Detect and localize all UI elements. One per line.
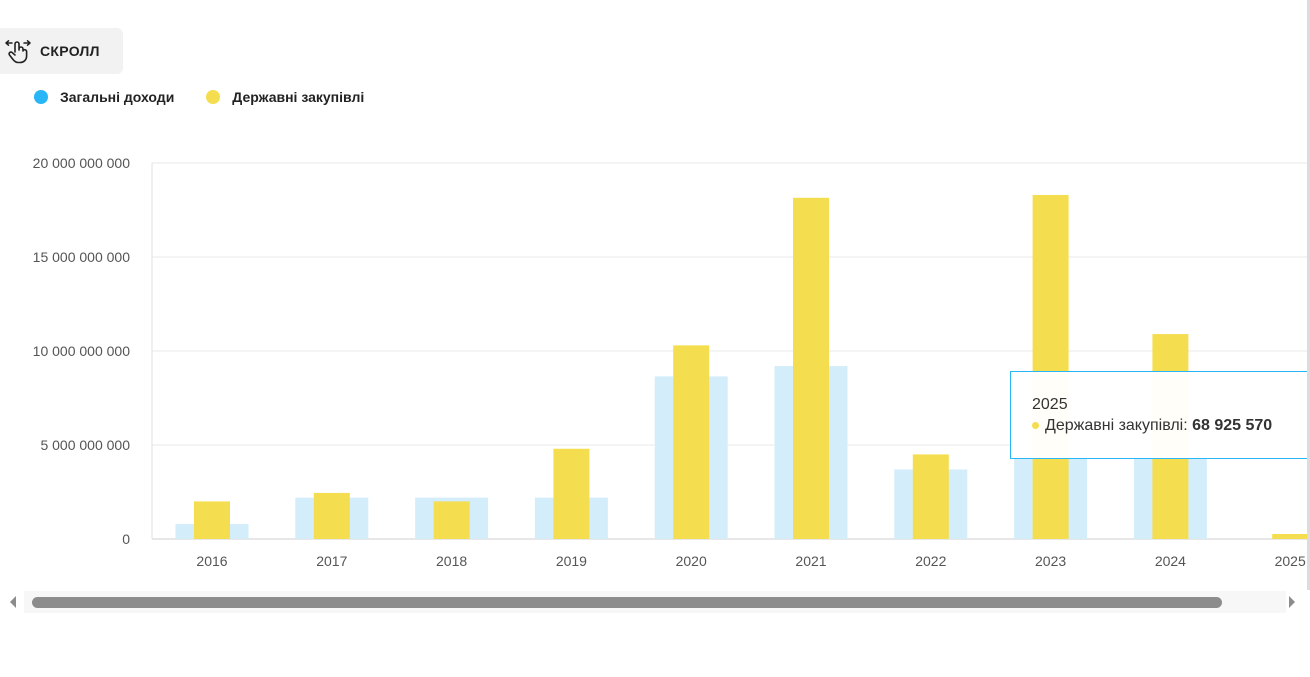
bar-chart: 0 5 000 000 000 10 000 000 000 15 000 000 0…: [33, 155, 1310, 569]
bar-public-procurement: [1272, 534, 1309, 539]
y-tick-label: 15 000 000 000: [33, 249, 131, 265]
y-tick-label: 0: [122, 531, 130, 547]
bar-public-procurement: [433, 501, 470, 539]
y-tick-label: 5 000 000 000: [40, 437, 130, 453]
bar-public-procurement: [793, 197, 829, 539]
legend-item-public-procurement[interactable]: Державні закупівлі: [206, 89, 364, 105]
scroll-right-arrow-icon[interactable]: [1289, 596, 1295, 608]
chart-legend: Загальні доходи Державні закупівлі: [34, 89, 396, 105]
legend-item-total-income[interactable]: Загальні доходи: [34, 89, 174, 105]
bar-public-procurement: [313, 492, 350, 539]
x-tick-label: 2017: [316, 553, 347, 569]
chart-tooltip: 2025 Державні закупівлі: 68 925 570: [1010, 371, 1310, 459]
legend-dot-total-income: [34, 90, 48, 104]
scroll-button-label: СКРОЛЛ: [40, 43, 100, 59]
scroll-button[interactable]: СКРОЛЛ: [0, 28, 123, 74]
tooltip-title: 2025: [1032, 396, 1068, 413]
tooltip-row: Державні закупівлі: 68 925 570: [1032, 417, 1272, 435]
tooltip-series-label: Державні закупівлі:: [1045, 417, 1188, 434]
x-tick-label: 2021: [795, 553, 826, 569]
bar-public-procurement: [194, 501, 230, 539]
legend-label-public-procurement: Державні закупівлі: [232, 89, 365, 105]
x-tick-label: 2020: [676, 553, 707, 569]
bar-public-procurement: [553, 448, 590, 539]
legend-dot-public-procurement: [206, 90, 221, 104]
scroll-left-arrow-icon[interactable]: [10, 596, 16, 608]
y-tick-label: 20 000 000 000: [33, 155, 131, 171]
x-tick-label: 2016: [196, 553, 227, 569]
horizontal-scrollbar[interactable]: [0, 591, 1310, 613]
x-tick-label: 2018: [436, 553, 467, 569]
scrollbar-thumb[interactable]: [32, 597, 1222, 608]
y-tick-label: 10 000 000 000: [33, 343, 131, 359]
bar-public-procurement: [912, 454, 949, 539]
bar-public-procurement: [1032, 194, 1069, 539]
bar-public-procurement: [673, 345, 710, 539]
hand-swipe-icon: [2, 37, 34, 65]
x-tick-label: 2025: [1275, 553, 1306, 569]
tooltip-dot: [1032, 422, 1039, 430]
x-tick-label: 2023: [1035, 553, 1066, 569]
tooltip-value: 68 925 570: [1192, 417, 1273, 434]
x-tick-label: 2022: [915, 553, 946, 569]
legend-label-total-income: Загальні доходи: [60, 89, 175, 105]
x-tick-label: 2024: [1155, 553, 1186, 569]
x-tick-label: 2019: [556, 553, 587, 569]
vertical-scrollbar[interactable]: [1307, 0, 1310, 590]
